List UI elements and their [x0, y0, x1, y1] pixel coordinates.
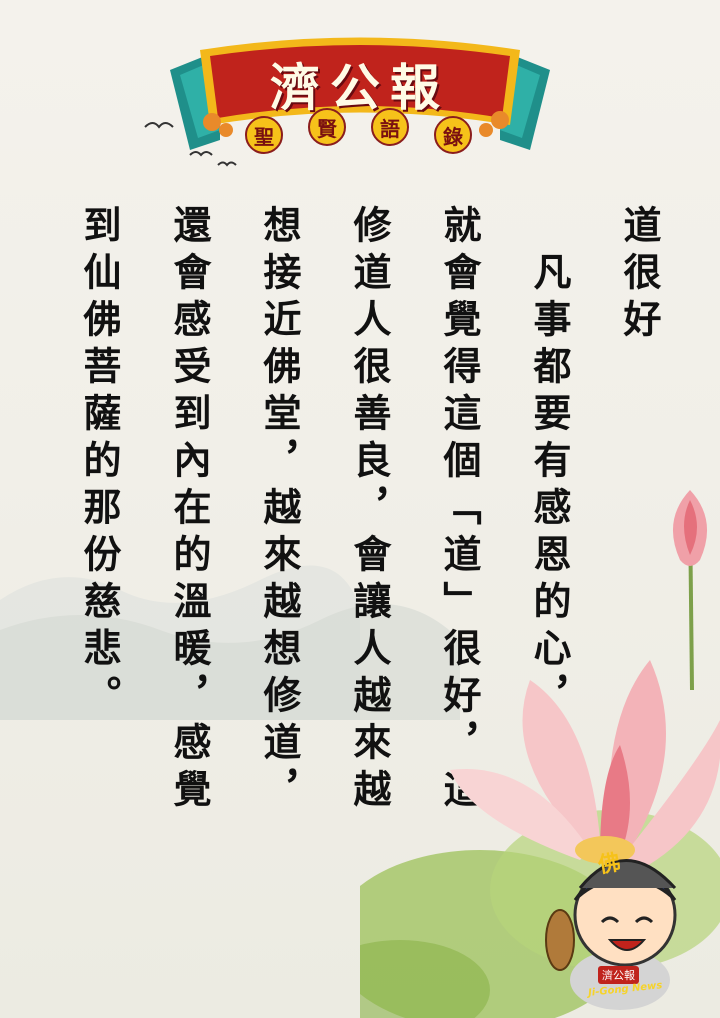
text-column: 道很好 — [617, 205, 662, 346]
mascot-illustration — [545, 859, 677, 1010]
text-column: 想接近佛堂，越來越想修道， — [257, 205, 302, 816]
text-column: 凡事都要有感恩的心， — [527, 205, 572, 722]
title-banner — [170, 37, 550, 150]
mist-mountains — [0, 565, 460, 720]
text-column: 到仙佛菩薩的那份慈悲。 — [77, 205, 122, 722]
birds-decoration — [144, 122, 237, 167]
subtitle-char: 語 — [371, 108, 409, 146]
mascot-label: 濟公報 — [598, 966, 639, 984]
page-title: 濟公報 — [270, 58, 450, 117]
text-column: 就會覺得這個「道」很好，這 — [437, 205, 482, 816]
text-column: 修道人很善良，會讓人越來越 — [347, 205, 392, 816]
subtitle-char: 賢 — [308, 108, 346, 146]
subtitle-char: 錄 — [434, 116, 472, 154]
subtitle-char: 聖 — [245, 116, 283, 154]
text-column: 還會感受到內在的溫暖，感覺 — [167, 205, 212, 816]
